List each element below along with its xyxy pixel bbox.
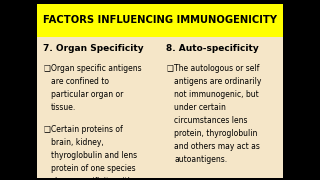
Text: 8. Auto-specificity: 8. Auto-specificity [166, 44, 259, 53]
Text: under certain: under certain [174, 103, 226, 112]
Text: share specificity with: share specificity with [51, 177, 133, 180]
Text: protein of one species: protein of one species [51, 164, 136, 173]
Text: thyroglobulin and lens: thyroglobulin and lens [51, 151, 137, 160]
Text: autoantigens.: autoantigens. [174, 155, 228, 164]
Text: are confined to: are confined to [51, 77, 109, 86]
Text: ❑: ❑ [166, 64, 173, 73]
Text: protein, thyroglobulin: protein, thyroglobulin [174, 129, 258, 138]
Text: 7. Organ Specificity: 7. Organ Specificity [43, 44, 144, 53]
Text: ❑: ❑ [43, 64, 50, 73]
Text: The autologous or self: The autologous or self [174, 64, 260, 73]
FancyBboxPatch shape [37, 4, 283, 37]
Text: not immunogenic, but: not immunogenic, but [174, 90, 259, 99]
Text: circumstances lens: circumstances lens [174, 116, 248, 125]
Text: tissue.: tissue. [51, 103, 76, 112]
Text: FACTORS INFLUENCING IMMUNOGENICITY: FACTORS INFLUENCING IMMUNOGENICITY [43, 15, 277, 25]
Text: brain, kidney,: brain, kidney, [51, 138, 104, 147]
Text: Organ specific antigens: Organ specific antigens [51, 64, 142, 73]
Text: ❑: ❑ [43, 125, 50, 134]
Text: antigens are ordinarily: antigens are ordinarily [174, 77, 262, 86]
Text: and others may act as: and others may act as [174, 142, 260, 151]
FancyBboxPatch shape [37, 4, 283, 178]
Text: particular organ or: particular organ or [51, 90, 124, 99]
Text: Certain proteins of: Certain proteins of [51, 125, 123, 134]
